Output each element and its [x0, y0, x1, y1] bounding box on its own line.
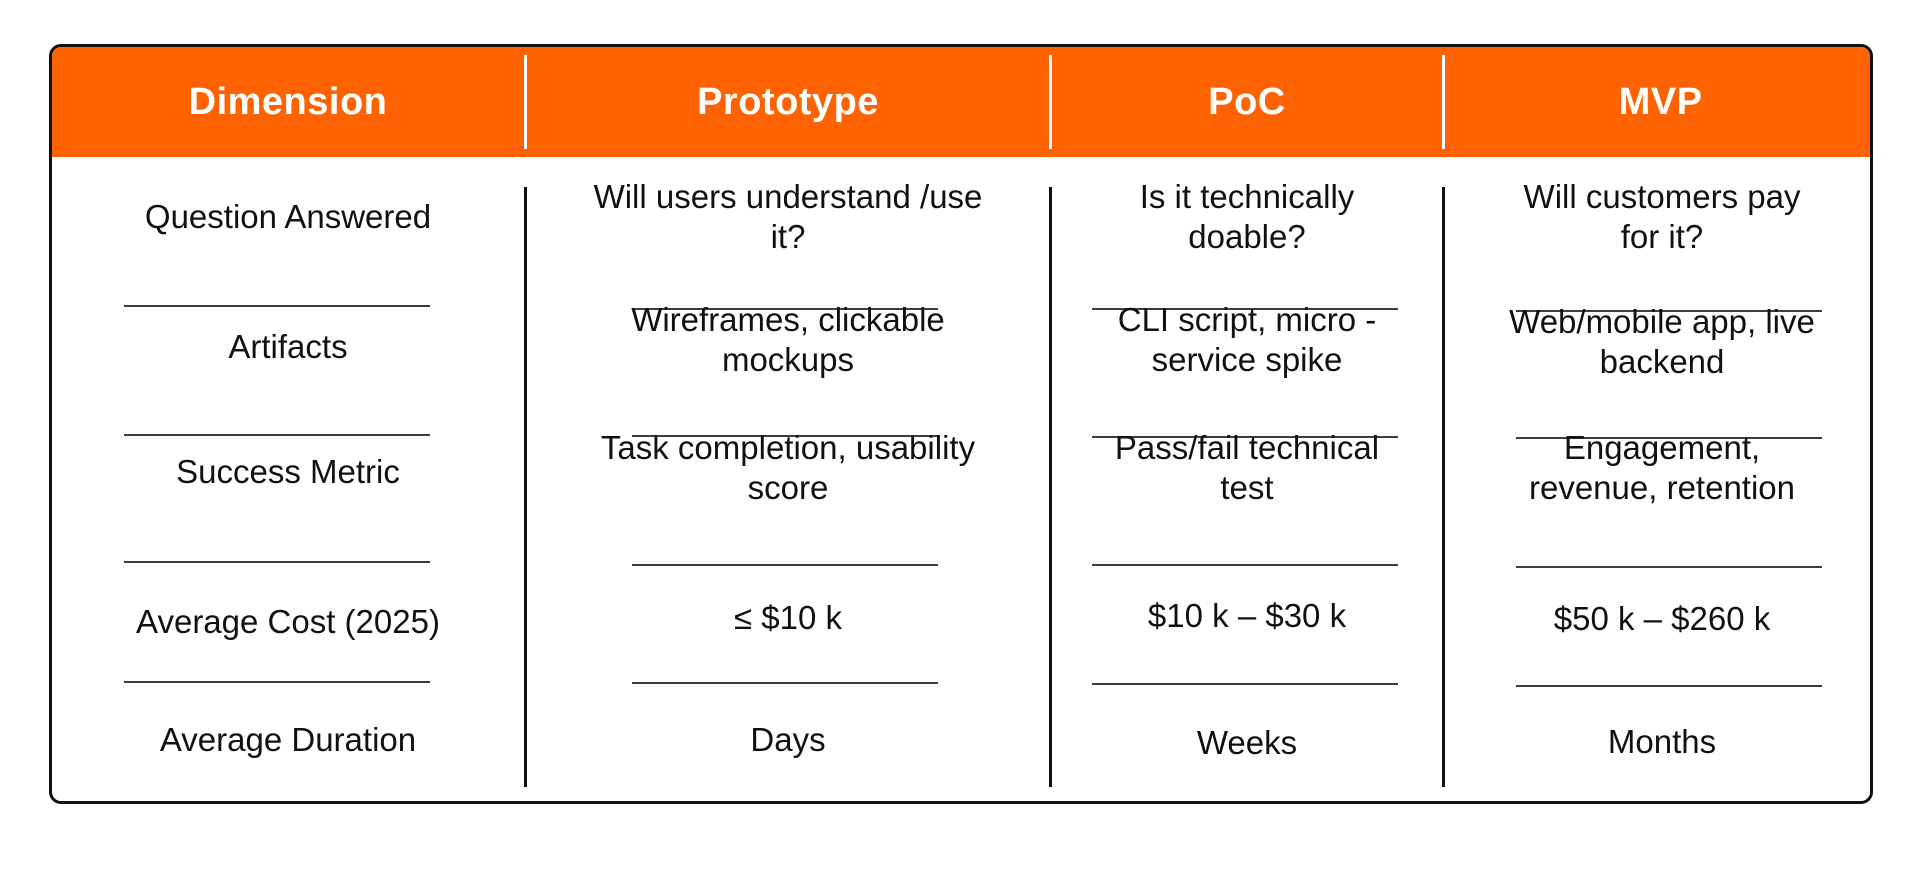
row-rule: [1516, 566, 1822, 568]
column-divider: [1442, 187, 1445, 787]
row-rule: [124, 561, 430, 563]
cell-poc: Is it technically doable?: [1139, 178, 1355, 255]
cell-prototype: Task completion, usability score: [600, 429, 976, 506]
cell-mvp: Web/mobile app, live backend: [1509, 303, 1815, 380]
cell-poc: $10 k – $30 k: [1147, 597, 1347, 634]
cell-prototype: Will users understand /use it?: [593, 178, 983, 255]
cell-mvp: Months: [1607, 723, 1717, 760]
row-rule: [1516, 437, 1822, 439]
row-rule: [1092, 436, 1398, 438]
cell-dimension: Artifacts: [228, 328, 348, 365]
header-divider: [524, 55, 527, 149]
cell-dimension: Average Cost (2025): [136, 603, 440, 640]
cell-mvp: Will customers pay for it?: [1523, 178, 1801, 255]
cell-poc: Weeks: [1196, 724, 1298, 761]
row-rule: [124, 681, 430, 683]
cell-prototype: ≤ $10 k: [733, 599, 842, 636]
row-rule: [1516, 310, 1822, 312]
row-rule: [124, 434, 430, 436]
row-rule: [632, 682, 938, 684]
row-rule: [632, 564, 938, 566]
cell-dimension: Question Answered: [144, 198, 432, 235]
comparison-table: Dimension Prototype PoC MVP Question Ans…: [49, 44, 1873, 804]
cell-prototype: Days: [750, 721, 826, 758]
row-rule: [632, 435, 938, 437]
header-poc: PoC: [1208, 80, 1286, 123]
header-divider: [1049, 55, 1052, 149]
row-rule: [632, 308, 938, 310]
header-mvp: MVP: [1618, 80, 1703, 123]
cell-dimension: Success Metric: [176, 453, 400, 490]
row-rule: [1516, 685, 1822, 687]
cell-poc: Pass/fail technical test: [1114, 429, 1380, 506]
table-header: Dimension Prototype PoC MVP: [52, 47, 1870, 157]
row-rule: [1092, 308, 1398, 310]
row-rule: [124, 305, 430, 307]
cell-prototype: Wireframes, clickable mockups: [631, 301, 945, 378]
cell-mvp: $50 k – $260 k: [1553, 600, 1771, 637]
column-divider: [1049, 187, 1052, 787]
header-prototype: Prototype: [697, 80, 879, 123]
header-dimension: Dimension: [188, 80, 388, 123]
cell-poc: CLI script, micro - service spike: [1117, 301, 1377, 378]
column-divider: [524, 187, 527, 787]
row-rule: [1092, 683, 1398, 685]
cell-mvp: Engagement, revenue, retention: [1528, 429, 1795, 506]
header-divider: [1442, 55, 1445, 149]
row-rule: [1092, 564, 1398, 566]
cell-dimension: Average Duration: [159, 721, 417, 758]
